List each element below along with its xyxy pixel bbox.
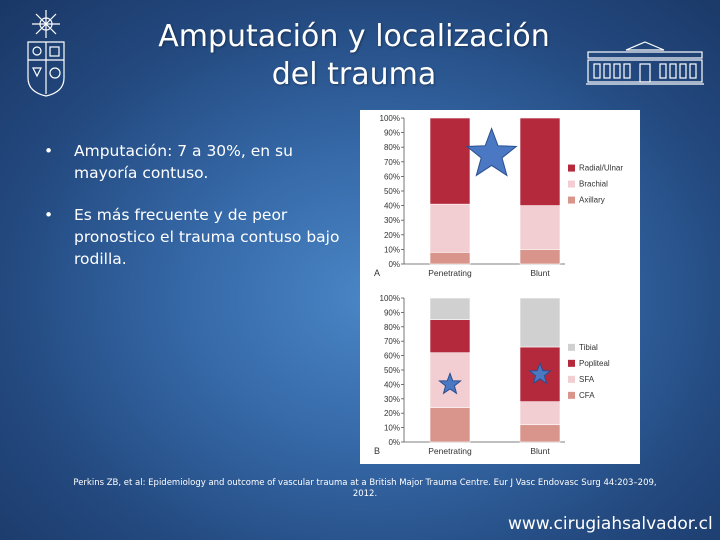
y-tick-label: 100% bbox=[380, 294, 400, 303]
bullet-item: Amputación: 7 a 30%, en su mayoría contu… bbox=[44, 140, 344, 184]
y-tick-label: 20% bbox=[384, 409, 400, 418]
bullet-list: Amputación: 7 a 30%, en su mayoría contu… bbox=[44, 140, 344, 290]
bar-segment-sfa bbox=[519, 401, 561, 426]
bar-segment-axillary bbox=[519, 249, 561, 265]
legend-label: Axillary bbox=[579, 196, 605, 205]
slide-title-line-2: del trauma bbox=[271, 57, 437, 92]
star-icon bbox=[438, 371, 462, 395]
panel-label: B bbox=[374, 446, 380, 456]
y-tick-label: 40% bbox=[384, 380, 400, 389]
x-tick-label: Penetrating bbox=[428, 446, 472, 456]
slide-title: Amputación y localización del trauma bbox=[100, 18, 608, 94]
legend-label: Radial/Ulnar bbox=[579, 164, 623, 173]
y-tick-label: 70% bbox=[384, 158, 400, 167]
y-tick-label: 80% bbox=[384, 143, 400, 152]
y-tick-label: 10% bbox=[384, 424, 400, 433]
x-tick-label: Blunt bbox=[530, 446, 550, 456]
bar-segment-popliteal bbox=[429, 319, 471, 354]
legend-label: CFA bbox=[579, 391, 595, 400]
stacked-bar-charts: 0% 10% 20% 30% 40% 50% 60% 70% 80% 90% 100% Penetra… bbox=[374, 114, 623, 456]
bar-segment-brachial bbox=[429, 203, 471, 253]
y-tick-label: 60% bbox=[384, 172, 400, 181]
y-tick-label: 60% bbox=[384, 352, 400, 361]
citation: Perkins ZB, et al: Epidemiology and outc… bbox=[73, 478, 657, 499]
website-url: www.cirugiahsalvador.cl bbox=[508, 514, 713, 534]
legend-swatch bbox=[568, 180, 575, 188]
building-facade-icon bbox=[586, 41, 704, 85]
bar-segment-radial-ulnar bbox=[519, 117, 561, 206]
star-icon bbox=[528, 361, 552, 385]
y-tick-label: 30% bbox=[384, 216, 400, 225]
bar-segment-tibial bbox=[519, 297, 561, 348]
panel-label: A bbox=[374, 268, 380, 278]
y-tick-label: 70% bbox=[384, 337, 400, 346]
slide-title-line-1: Amputación y localización bbox=[158, 19, 550, 54]
y-tick-label: 90% bbox=[384, 129, 400, 138]
y-tick-label: 100% bbox=[380, 114, 400, 123]
y-tick-label: 10% bbox=[384, 245, 400, 254]
legend-label: Brachial bbox=[579, 180, 608, 189]
legend-swatch bbox=[568, 375, 575, 383]
legend-swatch bbox=[568, 343, 575, 351]
legend-swatch bbox=[568, 196, 575, 204]
x-tick-label: Penetrating bbox=[428, 268, 472, 278]
y-tick-label: 0% bbox=[388, 260, 400, 269]
y-tick-label: 20% bbox=[384, 231, 400, 240]
legend-label: SFA bbox=[579, 375, 595, 384]
y-tick-label: 90% bbox=[384, 308, 400, 317]
university-crest-icon bbox=[27, 10, 65, 97]
legend-swatch bbox=[568, 359, 575, 367]
y-tick-label: 50% bbox=[384, 187, 400, 196]
y-tick-label: 30% bbox=[384, 395, 400, 404]
y-tick-label: 80% bbox=[384, 323, 400, 332]
star-icon bbox=[465, 127, 518, 177]
bullet-item: Es más frecuente y de peor pronostico el… bbox=[44, 204, 344, 270]
bar-segment-brachial bbox=[519, 205, 561, 250]
x-tick-label: Blunt bbox=[530, 268, 550, 278]
legend-swatch bbox=[568, 164, 575, 172]
bar-segment-cfa bbox=[429, 407, 471, 443]
y-tick-label: 50% bbox=[384, 366, 400, 375]
bar-segment-cfa bbox=[519, 424, 561, 443]
legend-swatch bbox=[568, 391, 575, 399]
legend-label: Popliteal bbox=[579, 359, 610, 368]
legend-label: Tibial bbox=[579, 343, 598, 352]
bar-segment-tibial bbox=[429, 297, 471, 320]
y-tick-label: 0% bbox=[388, 438, 400, 447]
bar-segment-radial-ulnar bbox=[429, 117, 471, 205]
y-tick-label: 40% bbox=[384, 202, 400, 211]
bar-segment-axillary bbox=[429, 252, 471, 265]
chart-figure: 0% 10% 20% 30% 40% 50% 60% 70% 80% 90% 100% Penetra… bbox=[360, 110, 640, 464]
